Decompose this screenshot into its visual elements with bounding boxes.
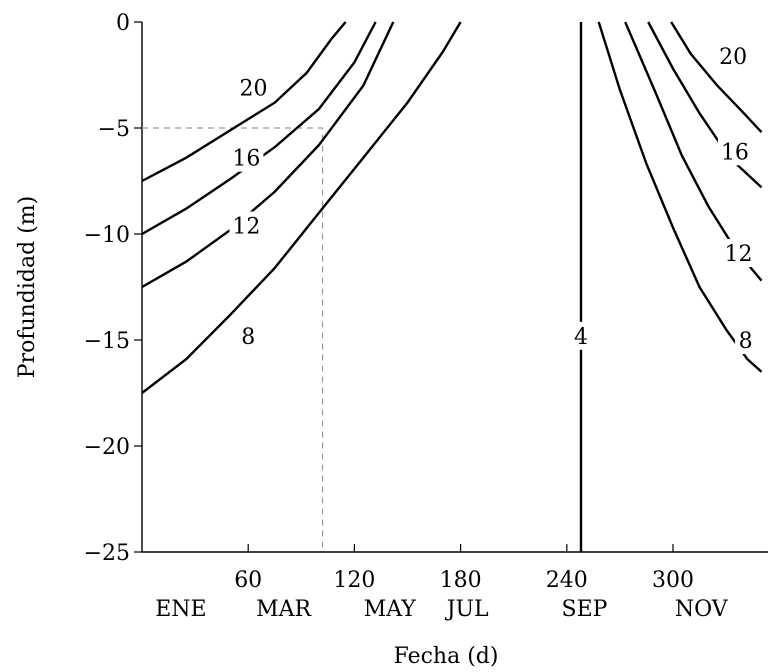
contour-line-8 <box>141 21 462 394</box>
contour-label-bg <box>229 211 264 240</box>
month-label: MAR <box>256 597 312 622</box>
contour-label-bg <box>236 73 271 102</box>
contour-label: 12 <box>232 215 260 240</box>
month-label: NOV <box>675 597 729 622</box>
contour-label-bg <box>716 41 751 70</box>
contour-label-bg <box>735 326 757 354</box>
y-axis-title: Profundidad (m) <box>15 196 40 378</box>
y-tick-label: −20 <box>84 435 130 460</box>
guide-lines <box>142 127 324 552</box>
contour-label: 16 <box>232 147 260 172</box>
contour-label: 8 <box>739 329 753 354</box>
y-tick-label: −5 <box>98 117 130 142</box>
month-label: ENE <box>155 597 206 622</box>
contour-label-bg <box>229 143 264 172</box>
y-tick-label: −10 <box>84 223 130 248</box>
plot-area: 0 −5 −10 −15 −20 −25 60 120 180 240 300 ENE MAR MAY… <box>84 11 768 622</box>
contour-label: 4 <box>574 325 588 350</box>
month-labels: ENE MAR MAY JUL SEP NOV <box>155 597 729 622</box>
month-label: SEP <box>562 597 608 622</box>
contour-line-20 <box>141 21 347 183</box>
x-tick-label: 300 <box>652 568 694 593</box>
y-tick-label: 0 <box>116 11 130 36</box>
contour-line-16 <box>647 21 763 189</box>
contour-label-bg <box>717 137 752 166</box>
contour-lines <box>141 21 763 552</box>
y-ticks: 0 −5 −10 −15 −20 −25 <box>84 11 142 566</box>
month-label: JUL <box>445 597 489 622</box>
contour-label: 20 <box>240 77 268 102</box>
x-tick-label: 60 <box>234 568 262 593</box>
contour-line-8 <box>597 21 763 373</box>
contour-label: 12 <box>724 242 752 267</box>
contour-label: 20 <box>719 45 747 70</box>
contour-label-bg <box>721 239 756 268</box>
contour-label: 8 <box>241 325 255 350</box>
x-tick-label: 240 <box>546 568 588 593</box>
contour-labels: 20 16 12 8 4 20 16 12 8 <box>229 41 757 354</box>
x-tick-label: 180 <box>440 568 482 593</box>
x-tick-label: 120 <box>333 568 375 593</box>
guide-line <box>142 127 324 552</box>
y-tick-label: −25 <box>84 541 130 566</box>
contour-line-12 <box>141 21 395 289</box>
y-tick-label: −15 <box>84 329 130 354</box>
month-label: MAY <box>364 597 417 622</box>
contour-line-16 <box>141 21 377 236</box>
contour-line-20 <box>670 21 763 134</box>
x-axis-title: Fecha (d) <box>394 644 499 669</box>
contour-label-bg <box>570 321 592 350</box>
contour-label: 16 <box>721 140 749 165</box>
contour-label-bg <box>237 321 259 350</box>
x-ticks: 60 120 180 240 300 <box>234 544 694 593</box>
